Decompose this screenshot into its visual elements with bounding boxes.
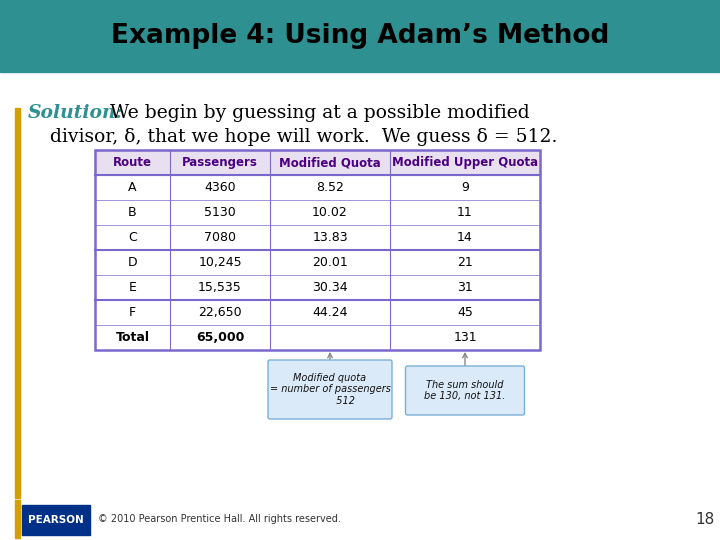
Text: 13.83: 13.83 xyxy=(312,231,348,244)
Text: A: A xyxy=(128,181,137,194)
FancyBboxPatch shape xyxy=(405,366,524,415)
FancyBboxPatch shape xyxy=(268,360,392,419)
Text: 11: 11 xyxy=(457,206,473,219)
Bar xyxy=(95,325,540,350)
Bar xyxy=(15,108,20,498)
Bar xyxy=(95,225,540,250)
Text: 7080: 7080 xyxy=(204,231,236,244)
Text: PEARSON: PEARSON xyxy=(28,515,84,525)
Text: 44.24: 44.24 xyxy=(312,306,348,319)
Bar xyxy=(0,498,720,540)
Text: © 2010 Pearson Prentice Hall. All rights reserved.: © 2010 Pearson Prentice Hall. All rights… xyxy=(98,514,341,524)
Bar xyxy=(95,275,540,300)
Text: Passengers: Passengers xyxy=(182,156,258,169)
Text: We begin by guessing at a possible modified: We begin by guessing at a possible modif… xyxy=(110,104,530,122)
Text: Total: Total xyxy=(115,331,150,344)
Text: E: E xyxy=(129,281,136,294)
Text: 10,245: 10,245 xyxy=(198,256,242,269)
Text: F: F xyxy=(129,306,136,319)
Bar xyxy=(95,175,540,200)
Bar xyxy=(95,250,540,275)
Text: 14: 14 xyxy=(457,231,473,244)
Bar xyxy=(0,0,720,72)
Bar xyxy=(15,500,20,538)
Bar xyxy=(95,150,540,175)
Bar xyxy=(95,150,540,350)
Text: C: C xyxy=(128,231,137,244)
Text: Modified quota
= number of passengers
          512: Modified quota = number of passengers 51… xyxy=(269,373,390,406)
Text: 31: 31 xyxy=(457,281,473,294)
Text: 8.52: 8.52 xyxy=(316,181,344,194)
Text: 15,535: 15,535 xyxy=(198,281,242,294)
Text: Solution:: Solution: xyxy=(28,104,124,122)
Bar xyxy=(22,505,90,535)
Text: D: D xyxy=(127,256,138,269)
Bar xyxy=(95,200,540,225)
Text: 20.01: 20.01 xyxy=(312,256,348,269)
Text: 65,000: 65,000 xyxy=(196,331,244,344)
Text: Modified Upper Quota: Modified Upper Quota xyxy=(392,156,538,169)
Text: 30.34: 30.34 xyxy=(312,281,348,294)
Text: 21: 21 xyxy=(457,256,473,269)
Text: 22,650: 22,650 xyxy=(198,306,242,319)
Text: The sum should
be 130, not 131.: The sum should be 130, not 131. xyxy=(424,380,505,401)
Text: 18: 18 xyxy=(696,511,715,526)
Text: Route: Route xyxy=(113,156,152,169)
Text: Example 4: Using Adam’s Method: Example 4: Using Adam’s Method xyxy=(111,23,609,49)
Text: Modified Quota: Modified Quota xyxy=(279,156,381,169)
Text: 45: 45 xyxy=(457,306,473,319)
Text: 131: 131 xyxy=(453,331,477,344)
Text: divisor, δ, that we hope will work.  We guess δ = 512.: divisor, δ, that we hope will work. We g… xyxy=(50,128,557,146)
Bar xyxy=(95,300,540,325)
Text: 10.02: 10.02 xyxy=(312,206,348,219)
Text: B: B xyxy=(128,206,137,219)
Text: 9: 9 xyxy=(461,181,469,194)
Text: 4360: 4360 xyxy=(204,181,236,194)
Text: 5130: 5130 xyxy=(204,206,236,219)
